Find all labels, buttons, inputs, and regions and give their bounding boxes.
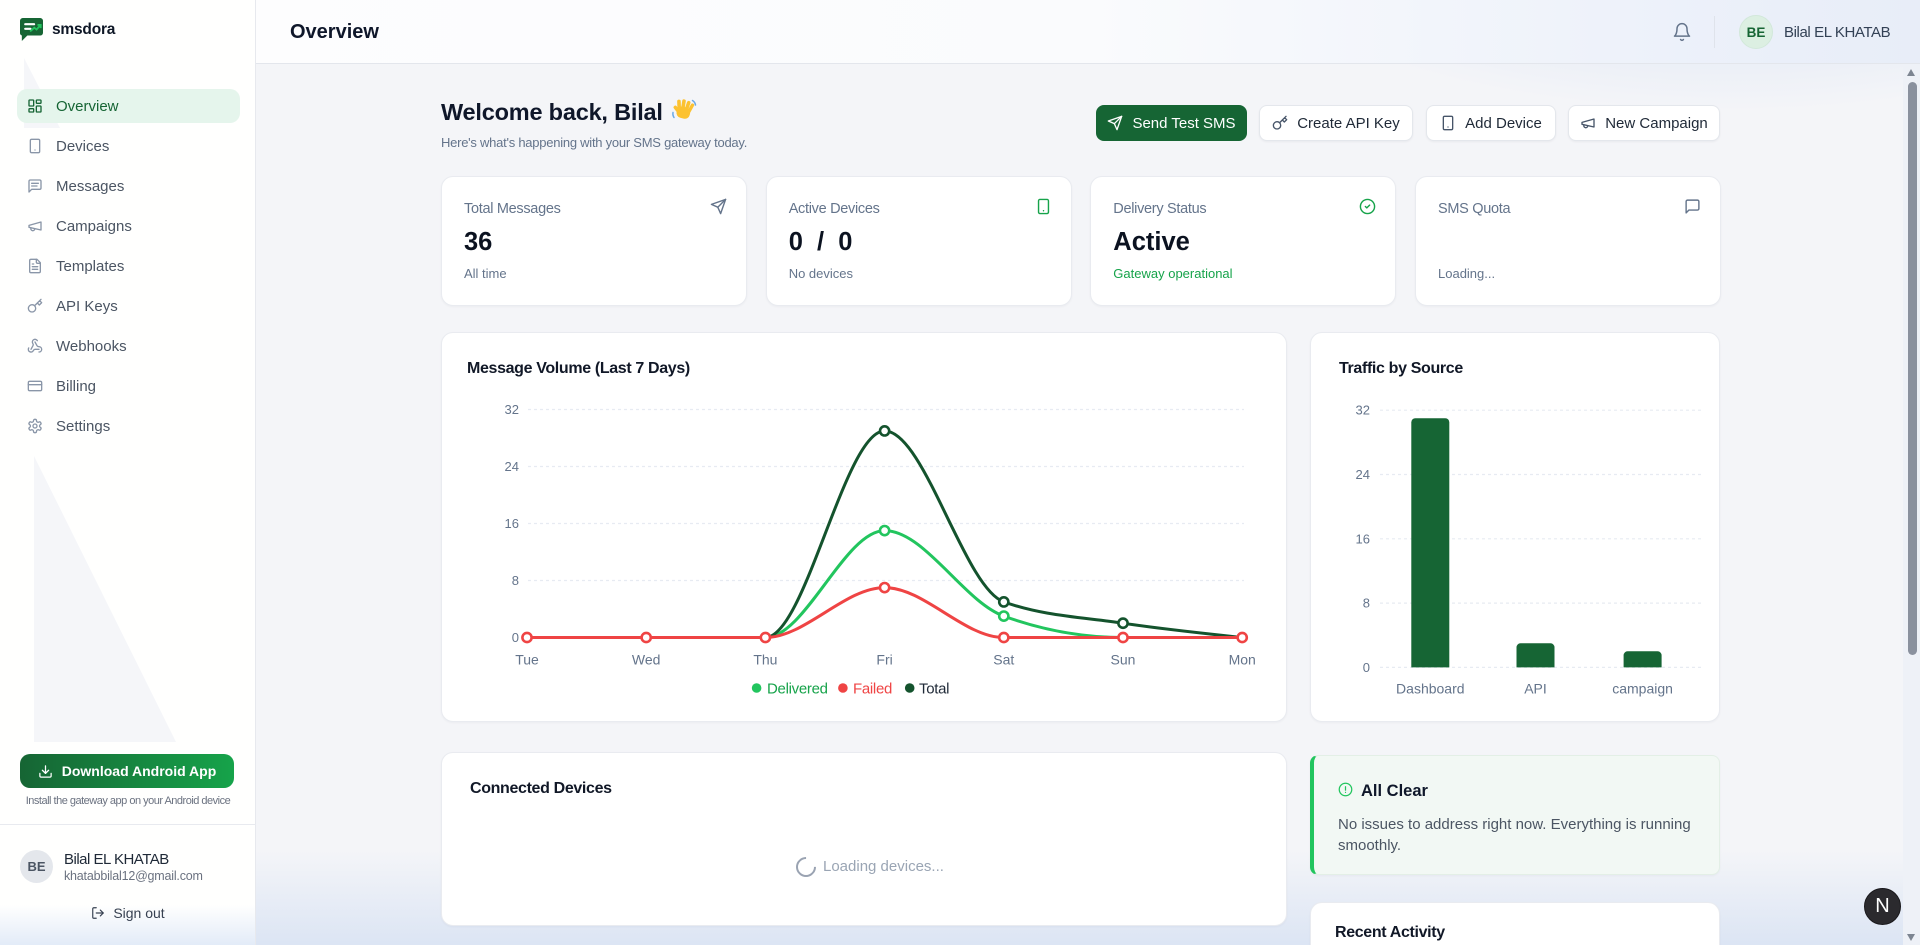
svg-text:Total: Total xyxy=(919,681,949,698)
svg-text:32: 32 xyxy=(505,402,519,417)
svg-text:24: 24 xyxy=(505,459,519,474)
svg-text:16: 16 xyxy=(1356,531,1370,546)
svg-text:0: 0 xyxy=(1363,660,1370,675)
svg-text:0: 0 xyxy=(512,630,519,645)
svg-text:Fri: Fri xyxy=(876,652,892,668)
svg-text:Sun: Sun xyxy=(1111,652,1136,668)
svg-text:Tue: Tue xyxy=(515,652,539,668)
svg-text:Failed: Failed xyxy=(853,681,892,698)
svg-text:16: 16 xyxy=(505,516,519,531)
svg-text:24: 24 xyxy=(1356,467,1370,482)
svg-text:Dashboard: Dashboard xyxy=(1396,681,1465,697)
svg-text:Delivered: Delivered xyxy=(767,681,828,698)
svg-text:Mon: Mon xyxy=(1229,652,1256,668)
svg-text:API: API xyxy=(1524,681,1547,697)
svg-text:8: 8 xyxy=(512,573,519,588)
svg-text:Wed: Wed xyxy=(632,652,661,668)
svg-text:campaign: campaign xyxy=(1612,681,1673,697)
svg-text:8: 8 xyxy=(1363,596,1370,611)
svg-text:32: 32 xyxy=(1356,403,1370,418)
svg-text:Sat: Sat xyxy=(993,652,1014,668)
svg-text:Thu: Thu xyxy=(753,652,777,668)
